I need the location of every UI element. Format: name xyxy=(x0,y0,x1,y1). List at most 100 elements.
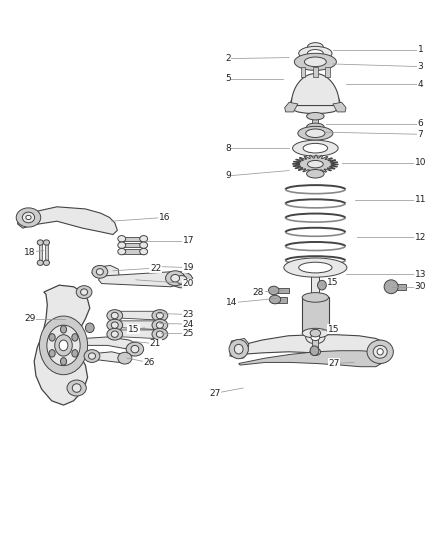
Ellipse shape xyxy=(269,295,281,304)
Ellipse shape xyxy=(111,312,118,319)
Bar xyxy=(311,268,319,298)
Ellipse shape xyxy=(118,242,126,248)
Polygon shape xyxy=(293,155,338,173)
Text: 18: 18 xyxy=(24,248,35,256)
Ellipse shape xyxy=(76,286,92,298)
Text: 13: 13 xyxy=(415,270,426,279)
Ellipse shape xyxy=(126,342,144,356)
Text: 30: 30 xyxy=(415,282,426,291)
Ellipse shape xyxy=(152,319,168,331)
Ellipse shape xyxy=(26,215,31,220)
Ellipse shape xyxy=(140,248,148,255)
Ellipse shape xyxy=(310,346,319,356)
Ellipse shape xyxy=(59,340,68,351)
Ellipse shape xyxy=(43,240,49,245)
Ellipse shape xyxy=(140,242,148,248)
Bar xyxy=(45,243,48,263)
Ellipse shape xyxy=(16,208,41,227)
Ellipse shape xyxy=(171,272,193,288)
Bar xyxy=(301,67,305,77)
Ellipse shape xyxy=(39,316,88,375)
Ellipse shape xyxy=(49,350,55,357)
Ellipse shape xyxy=(72,350,78,357)
Ellipse shape xyxy=(302,328,328,338)
Bar xyxy=(391,284,406,290)
Polygon shape xyxy=(34,285,90,405)
Ellipse shape xyxy=(72,384,81,392)
Ellipse shape xyxy=(373,345,387,358)
Text: 20: 20 xyxy=(183,279,194,288)
Ellipse shape xyxy=(81,289,88,295)
Text: 16: 16 xyxy=(159,213,170,222)
Polygon shape xyxy=(112,330,164,338)
Text: 9: 9 xyxy=(225,172,231,180)
Ellipse shape xyxy=(152,310,168,321)
Text: 2: 2 xyxy=(225,54,230,63)
Text: 4: 4 xyxy=(418,80,423,88)
Ellipse shape xyxy=(310,348,321,356)
Text: 29: 29 xyxy=(24,314,35,323)
Ellipse shape xyxy=(85,323,94,333)
Ellipse shape xyxy=(156,331,163,337)
Ellipse shape xyxy=(43,260,49,265)
Text: 27: 27 xyxy=(328,359,339,368)
Ellipse shape xyxy=(284,258,347,277)
Ellipse shape xyxy=(377,349,383,355)
Text: 6: 6 xyxy=(417,119,424,128)
Bar xyxy=(122,243,144,247)
Ellipse shape xyxy=(111,331,118,337)
Text: 26: 26 xyxy=(143,358,155,367)
Bar xyxy=(313,67,318,77)
Polygon shape xyxy=(18,207,117,235)
Ellipse shape xyxy=(37,260,43,265)
Ellipse shape xyxy=(72,334,78,341)
Ellipse shape xyxy=(60,358,67,365)
Polygon shape xyxy=(291,74,339,106)
Ellipse shape xyxy=(131,345,139,353)
Ellipse shape xyxy=(118,352,132,364)
Ellipse shape xyxy=(156,322,163,328)
Polygon shape xyxy=(112,311,164,320)
Text: 3: 3 xyxy=(417,62,424,71)
Text: 5: 5 xyxy=(225,75,231,83)
Bar xyxy=(312,333,318,352)
Text: 25: 25 xyxy=(183,329,194,337)
Text: 11: 11 xyxy=(415,196,426,204)
Ellipse shape xyxy=(302,293,328,302)
Ellipse shape xyxy=(318,280,326,290)
Ellipse shape xyxy=(60,326,67,333)
Text: 17: 17 xyxy=(183,237,194,245)
Ellipse shape xyxy=(84,350,100,362)
Ellipse shape xyxy=(307,169,324,178)
Ellipse shape xyxy=(152,328,168,340)
Ellipse shape xyxy=(49,334,55,341)
Polygon shape xyxy=(92,265,119,280)
Ellipse shape xyxy=(367,340,393,364)
Bar xyxy=(325,67,330,77)
Bar xyxy=(272,297,287,303)
Ellipse shape xyxy=(307,43,323,51)
Text: 28: 28 xyxy=(253,288,264,296)
Text: 21: 21 xyxy=(150,340,161,348)
Text: 22: 22 xyxy=(150,264,161,272)
Ellipse shape xyxy=(299,262,332,273)
Ellipse shape xyxy=(118,236,126,242)
Ellipse shape xyxy=(307,112,324,120)
Text: 10: 10 xyxy=(415,158,426,167)
Ellipse shape xyxy=(22,212,35,223)
Ellipse shape xyxy=(47,325,80,366)
Ellipse shape xyxy=(111,322,118,328)
Ellipse shape xyxy=(303,143,328,153)
Text: 12: 12 xyxy=(415,233,426,241)
Ellipse shape xyxy=(293,140,338,156)
Ellipse shape xyxy=(384,280,398,294)
Text: 1: 1 xyxy=(417,45,424,54)
Ellipse shape xyxy=(37,240,43,245)
Ellipse shape xyxy=(299,46,332,60)
Ellipse shape xyxy=(304,57,326,67)
Ellipse shape xyxy=(171,274,180,282)
Polygon shape xyxy=(236,335,385,356)
Ellipse shape xyxy=(268,286,279,295)
Ellipse shape xyxy=(107,328,123,340)
Ellipse shape xyxy=(88,353,95,359)
